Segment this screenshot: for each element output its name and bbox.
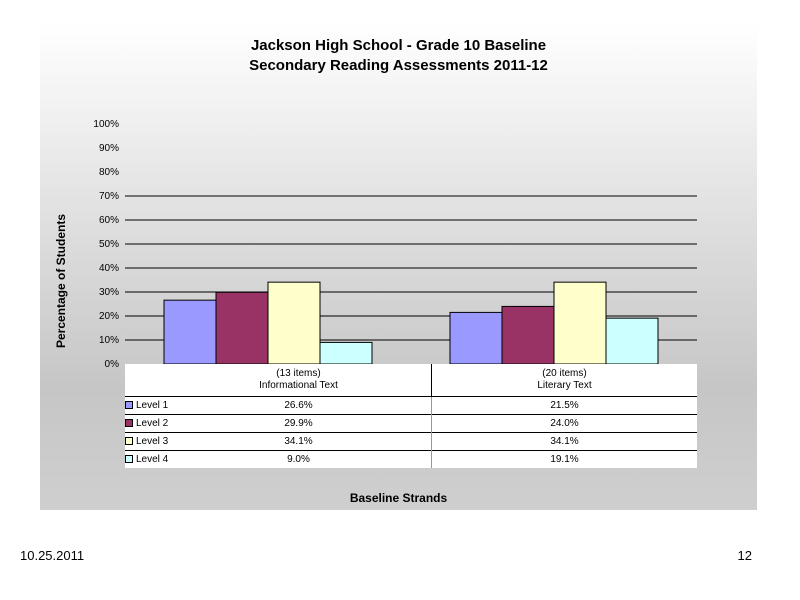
legend-label: Level 2 bbox=[136, 418, 169, 429]
legend-label: Level 4 bbox=[136, 454, 169, 465]
y-tick-label: 50% bbox=[99, 239, 119, 250]
legend-swatch-level-4 bbox=[125, 455, 133, 464]
category-name: Literary Text bbox=[537, 380, 592, 391]
table-row-level-3: Level 3 34.1% 34.1% bbox=[125, 432, 697, 451]
table-row-level-4: Level 4 9.0% 19.1% bbox=[125, 450, 697, 468]
y-tick-label: 70% bbox=[99, 191, 119, 202]
table-cell: 24.0% bbox=[431, 414, 697, 433]
chart-subtitle: Secondary Reading Assessments 2011-12 bbox=[249, 57, 548, 74]
y-tick-label: 90% bbox=[99, 143, 119, 154]
chart-title: Jackson High School - Grade 10 Baseline bbox=[250, 37, 547, 54]
bar-plot: 0% 10% 20% 30% 40% 50% 60% 70% 80% 90% 100% bbox=[93, 119, 697, 370]
bar-level-4 bbox=[319, 341, 373, 365]
y-tick-label: 30% bbox=[99, 287, 119, 298]
y-tick-label: 20% bbox=[99, 311, 119, 322]
bar-level-1 bbox=[449, 311, 503, 365]
table-cell: 34.1% bbox=[431, 432, 697, 451]
legend-swatch-level-2 bbox=[125, 419, 133, 428]
data-table: (13 items) Informational Text (20 items)… bbox=[125, 364, 697, 468]
page-number: 12 bbox=[737, 548, 752, 563]
x-axis-label: Baseline Strands bbox=[349, 491, 448, 505]
y-tick-label: 100% bbox=[93, 119, 119, 130]
legend-swatch-level-3 bbox=[125, 437, 133, 446]
table-row-level-1: Level 1 26.6% 21.5% bbox=[125, 396, 697, 415]
bar-level-2 bbox=[501, 305, 555, 365]
table-cell: 34.1% bbox=[166, 432, 432, 451]
category-label-informational: (13 items) Informational Text bbox=[166, 364, 432, 397]
chart-area: Jackson High School - Grade 10 Baseline … bbox=[40, 23, 757, 510]
table-cell: 29.9% bbox=[166, 414, 432, 433]
table-cell: 26.6% bbox=[166, 396, 432, 415]
category-row: (13 items) Informational Text (20 items)… bbox=[125, 364, 697, 397]
y-tick-label: 60% bbox=[99, 215, 119, 226]
table-cell: 21.5% bbox=[431, 396, 697, 415]
y-tick-label: 80% bbox=[99, 167, 119, 178]
table-row-level-2: Level 2 29.9% 24.0% bbox=[125, 414, 697, 433]
footer-date: 10.25.2011 bbox=[20, 548, 85, 563]
y-tick-label: 40% bbox=[99, 263, 119, 274]
category-name: Informational Text bbox=[259, 380, 338, 391]
y-tick-label: 10% bbox=[99, 335, 119, 346]
table-cell: 9.0% bbox=[166, 450, 432, 468]
bar-level-2 bbox=[215, 291, 269, 365]
legend-label: Level 3 bbox=[136, 436, 169, 447]
bar-level-1 bbox=[163, 299, 217, 365]
legend-label: Level 1 bbox=[136, 400, 169, 411]
bar-level-3 bbox=[267, 281, 321, 365]
legend-swatch-level-1 bbox=[125, 401, 133, 410]
category-label-literary: (20 items) Literary Text bbox=[432, 364, 698, 397]
y-tick-label: 0% bbox=[105, 359, 120, 370]
table-cell: 19.1% bbox=[431, 450, 697, 468]
bar-level-4 bbox=[605, 317, 659, 365]
category-items-count: (20 items) bbox=[542, 368, 587, 379]
bar-level-3 bbox=[553, 281, 607, 365]
category-items-count: (13 items) bbox=[276, 368, 321, 379]
